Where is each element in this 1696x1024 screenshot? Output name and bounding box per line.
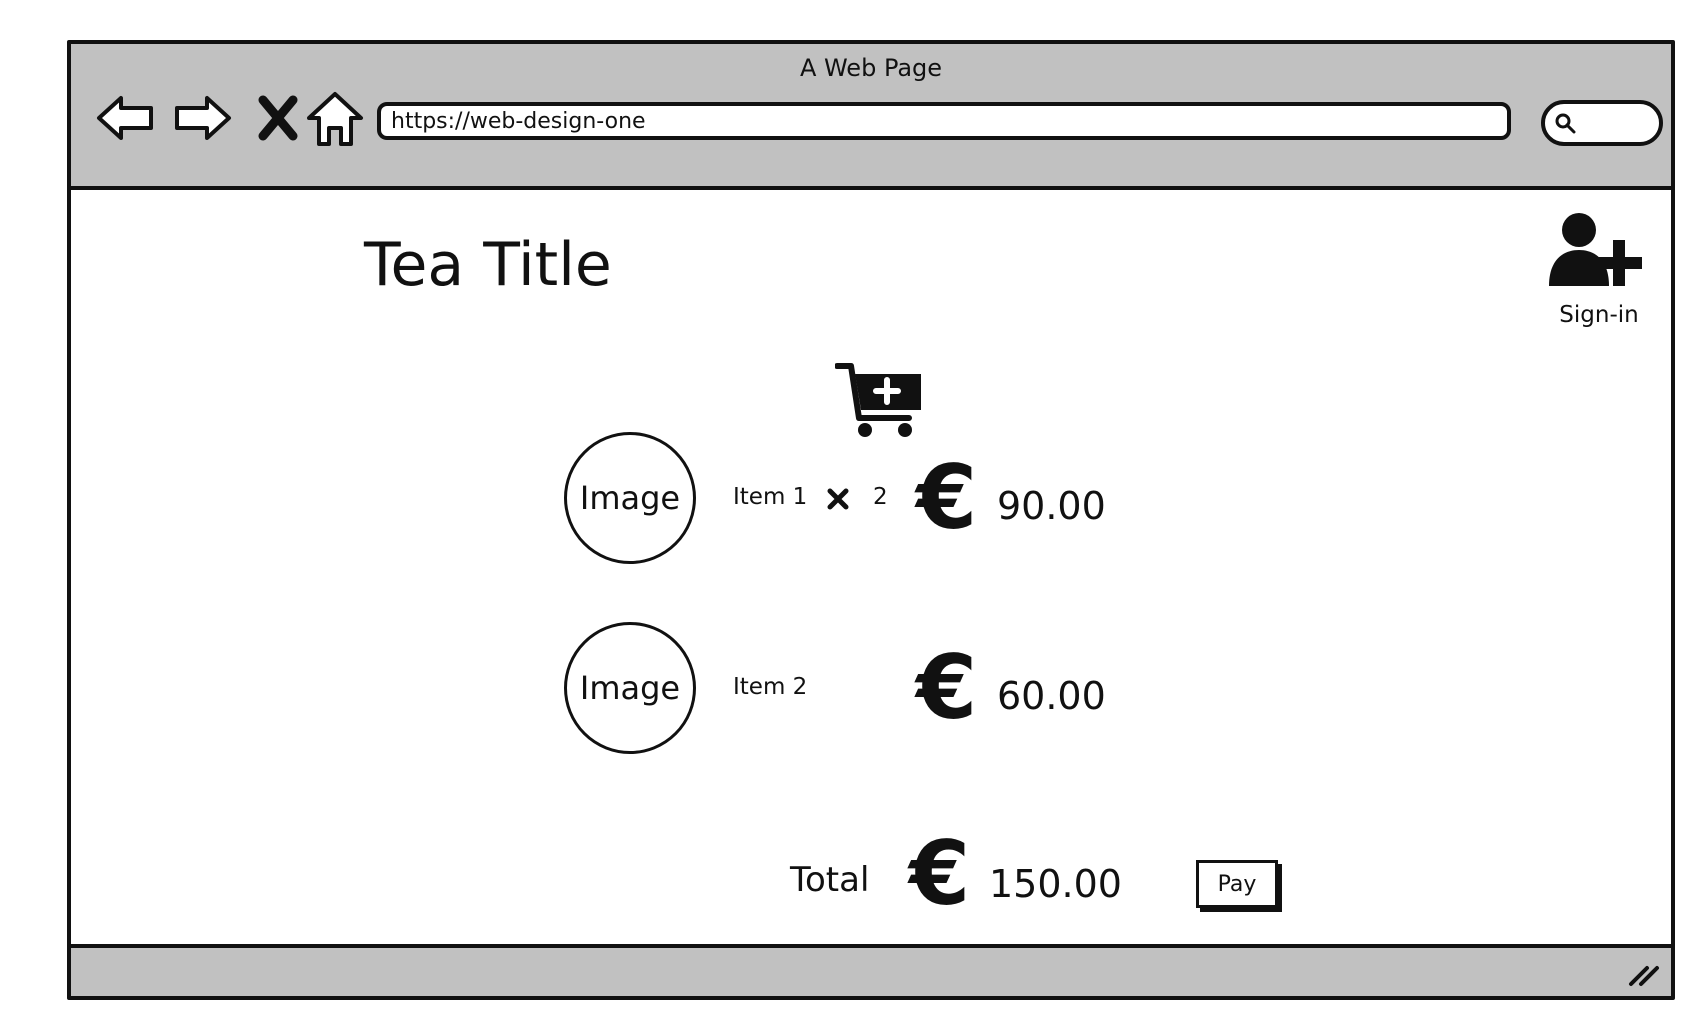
back-button[interactable] — [95, 86, 159, 150]
item-price: 60.00 — [997, 674, 1106, 718]
address-bar[interactable] — [377, 102, 1511, 140]
search-input[interactable] — [1541, 100, 1663, 146]
close-icon — [258, 95, 298, 141]
total-price: 150.00 — [989, 862, 1122, 906]
total-label: Total — [790, 860, 870, 900]
window-title: A Web Page — [799, 54, 943, 82]
browser-toolbar: A Web Page — [71, 44, 1671, 190]
search-icon — [1555, 113, 1576, 134]
item-price: 90.00 — [997, 484, 1106, 528]
url-input[interactable] — [391, 108, 1497, 134]
arrow-right-icon — [175, 96, 231, 140]
browser-window: A Web Page — [67, 40, 1675, 1000]
home-button[interactable] — [303, 86, 367, 150]
cart-add-icon[interactable] — [835, 360, 925, 440]
cart-item-row: Image Item 2 € 60.00 — [71, 622, 1671, 762]
euro-icon: € — [909, 822, 971, 925]
home-icon — [307, 92, 363, 146]
euro-icon: € — [916, 446, 978, 549]
multiply-icon — [827, 488, 849, 510]
item-image: Image — [564, 622, 696, 754]
arrow-left-icon — [97, 96, 153, 140]
item-image: Image — [564, 432, 696, 564]
status-bar — [71, 944, 1671, 996]
page-title: Tea Title — [364, 230, 612, 300]
pay-button[interactable]: Pay — [1196, 860, 1278, 908]
euro-icon: € — [916, 636, 978, 739]
user-add-icon — [1549, 213, 1642, 286]
signin-label: Sign-in — [1559, 302, 1639, 328]
cart-item-row: Image Item 1 2 € 90.00 — [71, 432, 1671, 572]
item-name: Item 1 — [733, 484, 808, 510]
item-quantity: 2 — [873, 484, 888, 510]
item-name: Item 2 — [733, 674, 808, 700]
resize-handle-icon[interactable] — [1627, 958, 1661, 988]
signin-button[interactable]: Sign-in — [1544, 212, 1654, 328]
stop-button[interactable] — [247, 86, 311, 150]
forward-button[interactable] — [169, 86, 233, 150]
